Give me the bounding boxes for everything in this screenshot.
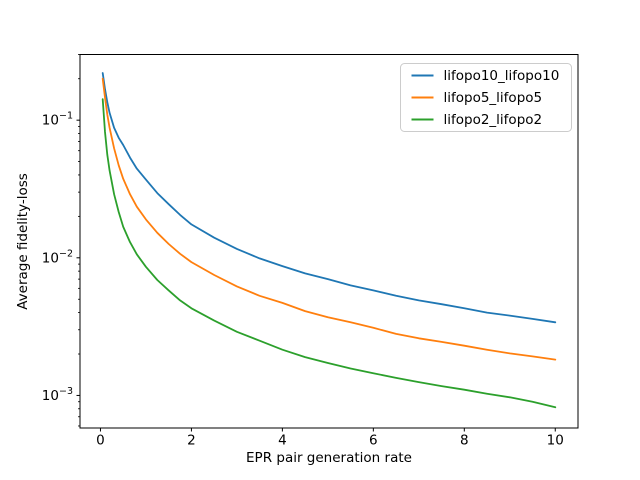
legend-label: lifopo10_lifopo10 [444,68,560,84]
legend-entry: lifopo10_lifopo10 [411,68,560,84]
y-axis-label: Average fidelity-loss [15,173,31,310]
ticks-layer: 0 2 4 6 8 10 10−1 10−2 10−3 [42,54,564,449]
y-tick-label: 10−2 [42,248,73,266]
legend-entry: lifopo2_lifopo2 [411,112,543,128]
x-tick-label: 4 [278,433,287,449]
legend-box [400,63,572,132]
x-tick-label: 6 [369,433,378,449]
y-tick-label: 10−1 [42,111,73,129]
series-line-lifopo5_lifopo5 [101,77,557,361]
x-tick-label: 8 [460,433,469,449]
x-tick-label: 2 [187,433,196,449]
x-tick-label: 10 [547,433,564,449]
series-line-lifopo10_lifopo10 [101,72,557,324]
x-tick-label: 0 [96,433,105,449]
legend-label: lifopo5_lifopo5 [444,90,543,106]
legend: lifopo10_lifopo10 lifopo5_lifopo5 lifopo2_… [400,63,572,132]
y-tick-label: 10−3 [42,386,73,404]
x-axis-label: EPR pair generation rate [246,450,412,466]
legend-label: lifopo2_lifopo2 [444,112,543,128]
legend-entry: lifopo5_lifopo5 [411,90,543,106]
series-layer [101,72,557,409]
series-line-lifopo2_lifopo2 [101,98,557,409]
axes-spines [79,54,579,429]
